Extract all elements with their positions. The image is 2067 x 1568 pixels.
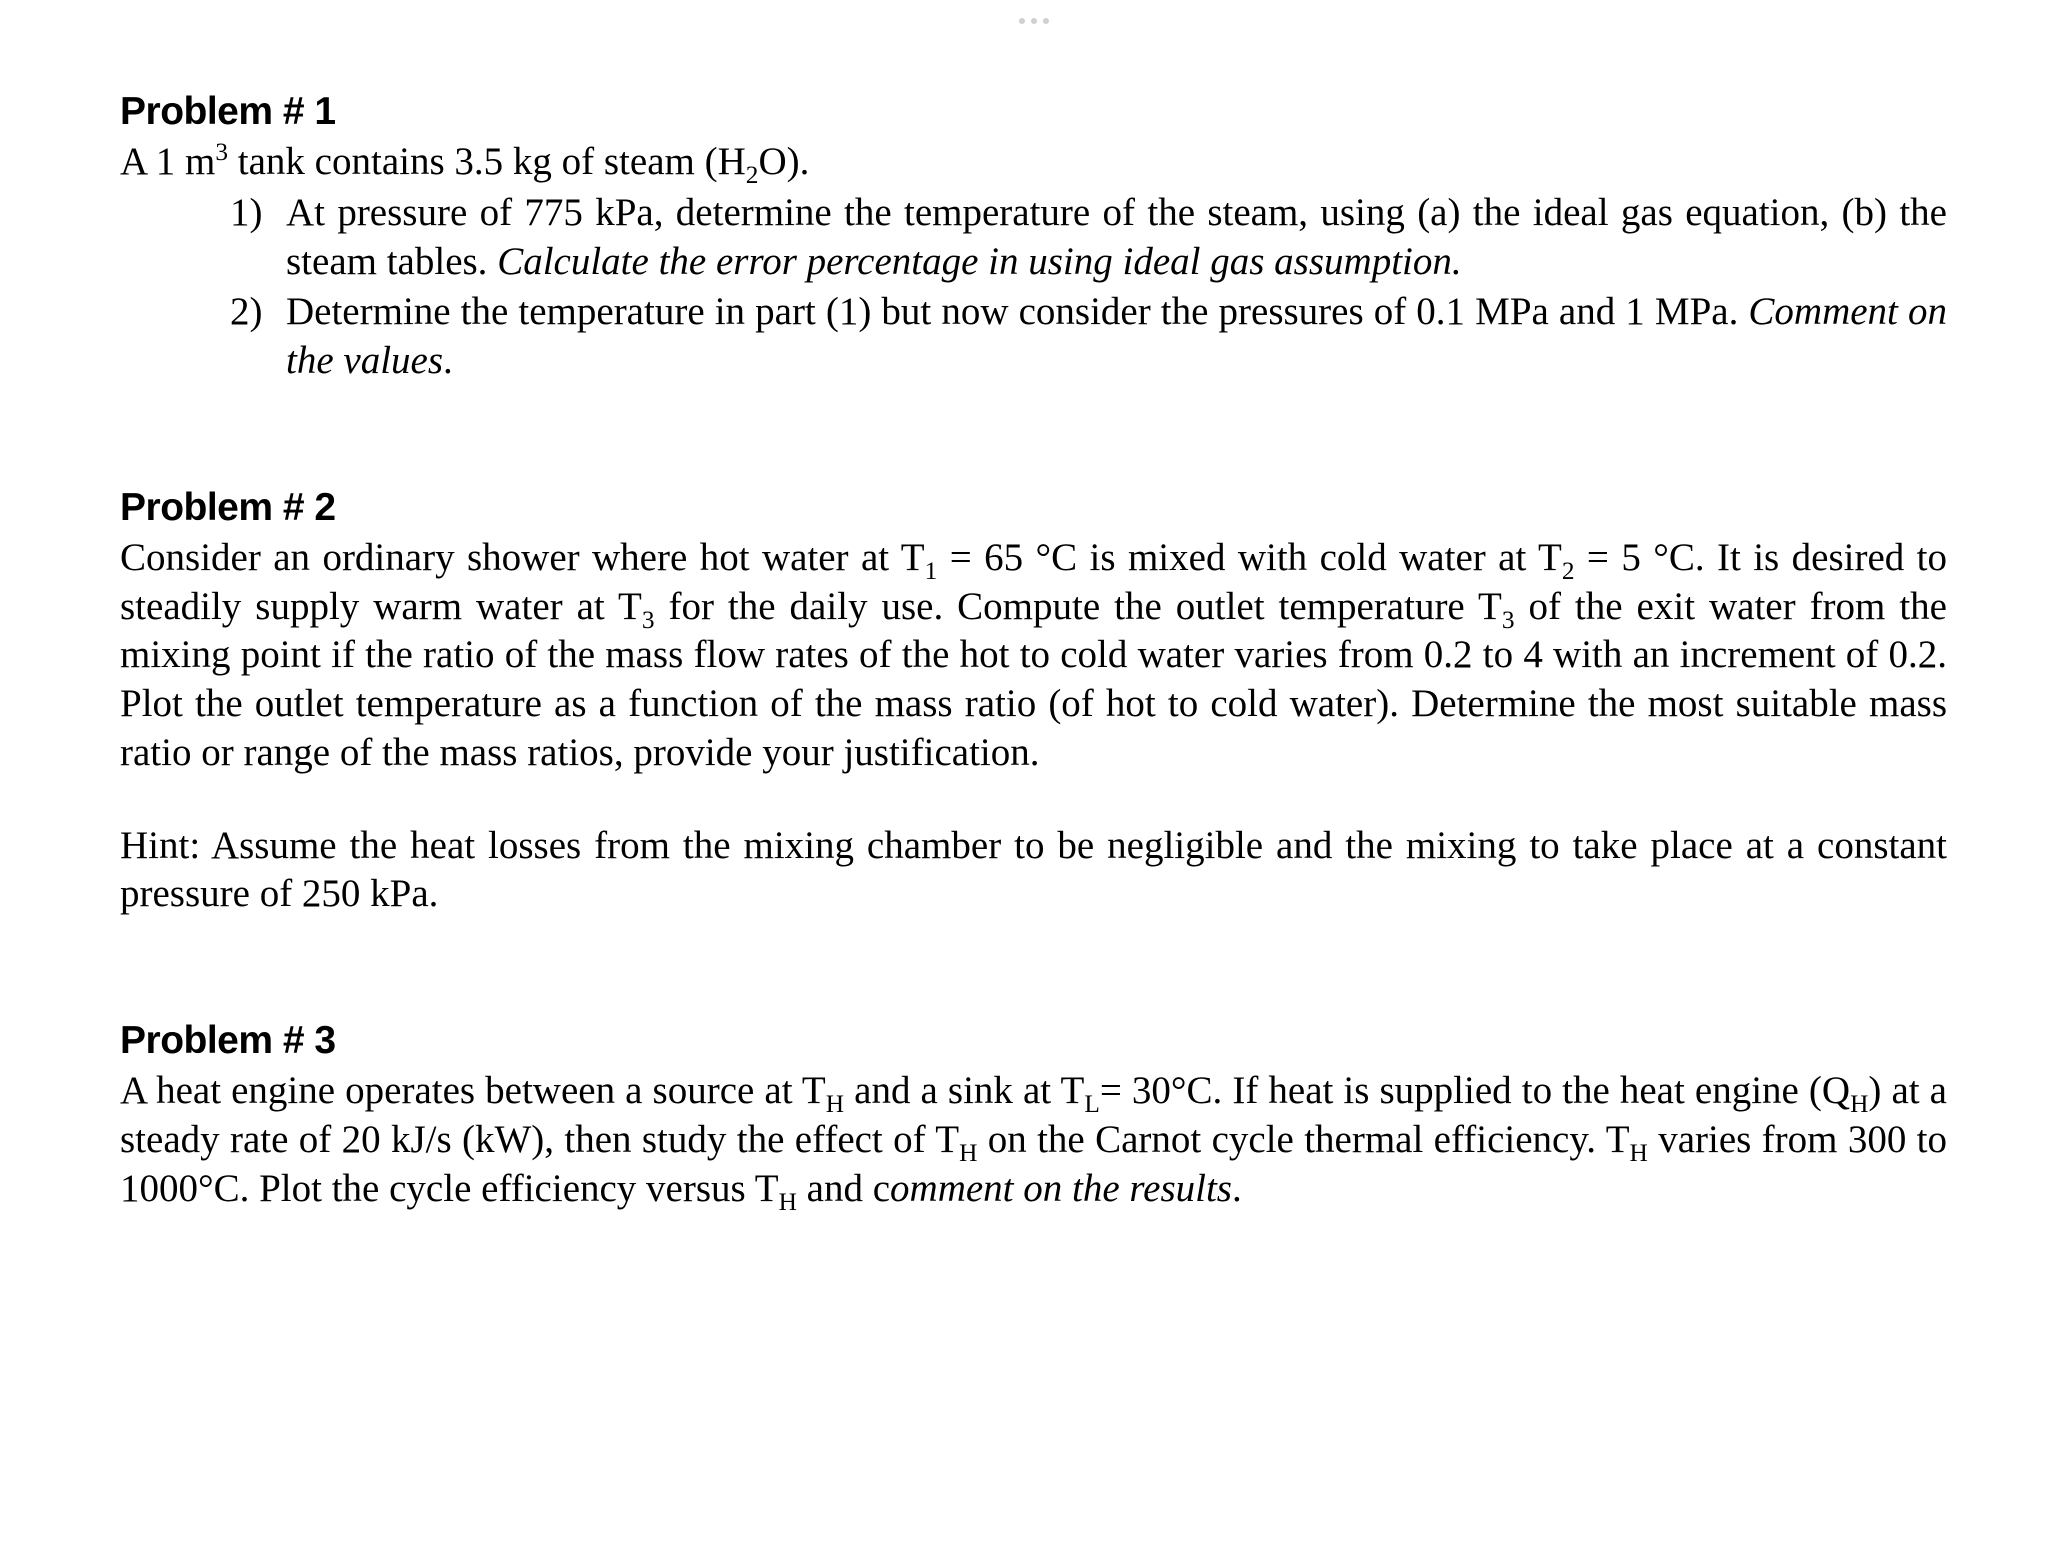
superscript: 3 [215,138,228,166]
text: = 30°C. If heat is supplied to the heat … [1100,1069,1850,1112]
problem-1-block: Problem # 1 A 1 m3 tank contains 3.5 kg … [120,90,1947,386]
drag-dot [1031,18,1037,24]
text: for the daily use. Compute the outlet te… [655,585,1502,628]
text: and a sink at T [844,1069,1084,1112]
subscript: 2 [1562,557,1575,585]
list-content: At pressure of 775 kPa, determine the te… [286,189,1947,287]
problem-1-intro: A 1 m3 tank contains 3.5 kg of steam (H2… [120,138,1947,187]
subscript: H [959,1139,977,1167]
italic-text: omment on the results [890,1167,1232,1210]
problem-3-text: A heat engine operates between a source … [120,1067,1947,1213]
text: . [443,339,453,382]
list-number: 2) [230,288,286,386]
problem-2-hint: Hint: Assume the heat losses from the mi… [120,822,1947,920]
text: Consider an ordinary shower where hot wa… [120,536,925,579]
subscript: H [1850,1090,1868,1118]
subscript: 3 [642,605,655,633]
subscript: H [1630,1139,1648,1167]
subscript: 1 [925,557,938,585]
subscript: H [779,1187,797,1215]
problem-2-heading: Problem # 2 [120,486,1947,530]
italic-text: Calculate the error percentage in using … [497,240,1461,283]
text: A 1 m [120,140,215,183]
list-item-2: 2) Determine the temperature in part (1)… [230,288,1947,386]
subscript: L [1084,1090,1099,1118]
text: and c [797,1167,890,1210]
problem-3-block: Problem # 3 A heat engine operates betwe… [120,1019,1947,1213]
problem-2-block: Problem # 2 Consider an ordinary shower … [120,486,1947,919]
text: . [1232,1167,1242,1210]
list-content: Determine the temperature in part (1) bu… [286,288,1947,386]
text: = 65 °C is mixed with cold water at T [937,536,1562,579]
drag-dot [1043,18,1049,24]
text: on the Carnot cycle thermal efficiency. … [977,1118,1629,1161]
problem-3-heading: Problem # 3 [120,1019,1947,1063]
text: O). [758,140,809,183]
subscript: 2 [746,161,759,189]
subscript: 3 [1502,605,1515,633]
problem-1-list: 1) At pressure of 775 kPa, determine the… [120,189,1947,386]
problem-1-heading: Problem # 1 [120,90,1947,134]
subscript: H [826,1090,844,1118]
text: A heat engine operates between a source … [120,1069,826,1112]
window-drag-handle [1019,18,1049,24]
problem-2-text: Consider an ordinary shower where hot wa… [120,534,1947,778]
text: Determine the temperature in part (1) bu… [286,290,1748,333]
drag-dot [1019,18,1025,24]
list-item-1: 1) At pressure of 775 kPa, determine the… [230,189,1947,287]
list-number: 1) [230,189,286,287]
text: tank contains 3.5 kg of steam (H [228,140,746,183]
